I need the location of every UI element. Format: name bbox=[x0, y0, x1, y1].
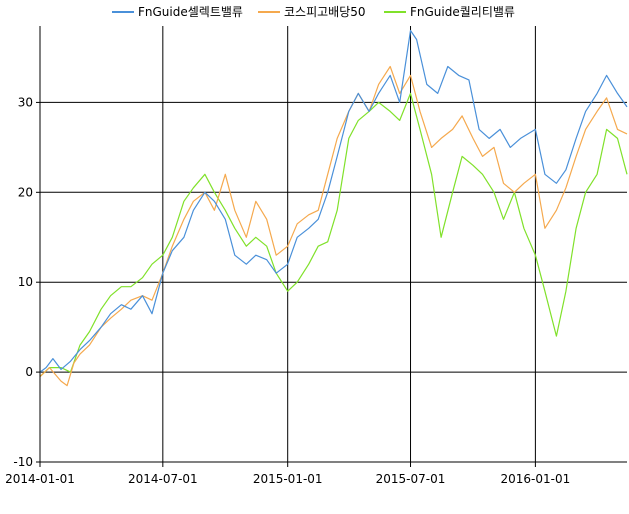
x-tick-label: 2014-01-01 bbox=[5, 472, 75, 486]
y-tick-label: 0 bbox=[25, 365, 33, 379]
axes bbox=[39, 26, 627, 463]
legend: FnGuide셀렉트밸류 코스피고배당50 FnGuide퀄리티밸류 bbox=[112, 5, 515, 19]
legend-label: FnGuide셀렉트밸류 bbox=[138, 5, 243, 19]
x-tick-label: 2015-07-01 bbox=[376, 472, 446, 486]
y-tick-label: 30 bbox=[18, 95, 33, 109]
x-tick-label: 2015-01-01 bbox=[253, 472, 323, 486]
series-lines bbox=[39, 29, 628, 387]
x-tick-label: 2014-07-01 bbox=[128, 472, 198, 486]
y-tick-label: 10 bbox=[18, 275, 33, 289]
grid-lines bbox=[36, 26, 627, 467]
y-tick-labels: -10 0 10 20 30 bbox=[13, 95, 33, 469]
x-tick-labels: 2014-01-01 2014-07-01 2015-01-01 2015-07-01… bbox=[5, 472, 570, 486]
legend-label: 코스피고배당50 bbox=[284, 5, 366, 19]
series-line-0 bbox=[39, 29, 628, 373]
y-tick-label: 20 bbox=[18, 185, 33, 199]
y-tick-label: -10 bbox=[13, 455, 33, 469]
legend-label: FnGuide퀄리티밸류 bbox=[410, 5, 515, 19]
series-line-1 bbox=[39, 65, 628, 387]
x-tick-label: 2016-01-01 bbox=[501, 472, 571, 486]
series-line-2 bbox=[39, 92, 628, 378]
